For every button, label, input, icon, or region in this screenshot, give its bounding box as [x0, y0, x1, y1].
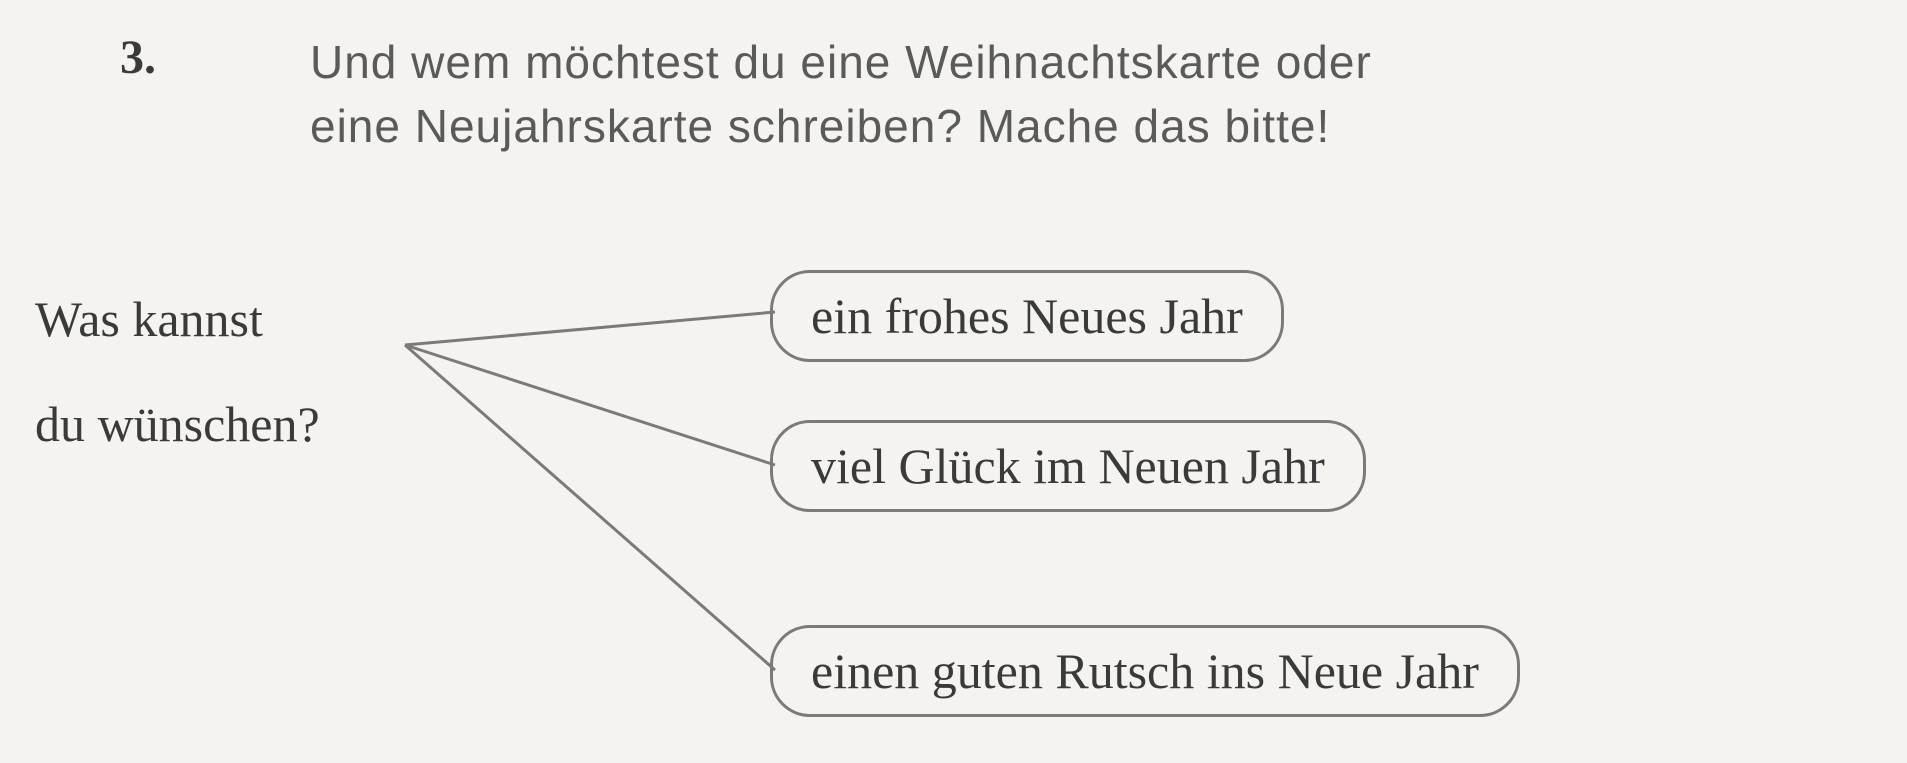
line-to-option-2 [405, 345, 775, 465]
exercise-number: 3. [120, 30, 156, 85]
instruction-line-2: eine Neujahrskarte schreiben? Mache das … [310, 100, 1330, 152]
option-bubble-3: einen guten Rutsch ins Neue Jahr [770, 625, 1520, 717]
question-line-1: Was kannst [35, 290, 263, 348]
option-bubble-2: viel Glück im Neuen Jahr [770, 420, 1366, 512]
line-to-option-1 [405, 312, 775, 345]
instruction-line-1: Und wem möchtest du eine Weihnachtskarte… [310, 36, 1372, 88]
question-line-2: du wünschen? [35, 395, 320, 453]
exercise-instruction: Und wem möchtest du eine Weihnachtskarte… [310, 30, 1372, 159]
option-bubble-1: ein frohes Neues Jahr [770, 270, 1284, 362]
line-to-option-3 [405, 345, 775, 670]
